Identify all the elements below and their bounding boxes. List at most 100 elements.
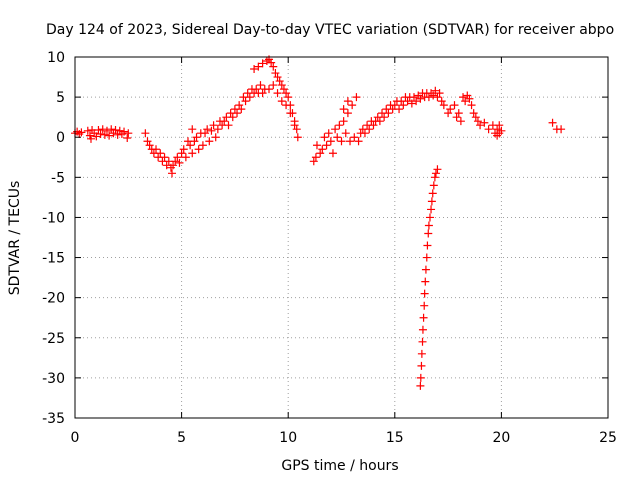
data-point [169,161,178,170]
data-point [480,118,489,127]
data-point [495,121,504,130]
data-point [326,137,335,146]
data-point [181,153,190,162]
data-point [309,157,318,166]
data-point [279,85,288,94]
data-point [390,101,399,110]
data-point [224,121,233,130]
data-point [331,125,340,134]
data-point [198,141,207,150]
y-tick-label: -35 [42,411,65,427]
data-point [450,101,459,110]
data-point [433,165,442,174]
data-point [105,131,114,140]
data-point [273,73,282,82]
data-point [418,325,427,334]
data-point [365,125,374,134]
plot-frame [74,56,609,419]
data-point [473,117,482,126]
data-point [273,89,282,98]
data-point [456,117,465,126]
data-point [113,130,122,139]
data-point [282,89,291,98]
data-point [254,62,263,71]
y-tick-label: -5 [51,170,65,186]
data-point [250,65,259,74]
data-point [346,137,355,146]
data-point [431,169,440,178]
data-point [339,117,348,126]
y-tick-label: -30 [42,371,65,387]
data-point [141,129,150,138]
data-point [188,125,197,134]
data-point [337,137,346,146]
data-point [86,134,95,143]
data-point [269,62,278,71]
data-point [444,109,453,118]
axis-ticks: 0 5 10 15 20 25 10 5 0 -5 -10 -15 -20 -25 -30 -35 [42,50,617,446]
data-point [318,145,327,154]
data-point [416,373,425,382]
data-point [177,149,186,158]
data-point [173,153,182,162]
data-point [369,121,378,130]
data-point [237,105,246,114]
data-point [425,213,434,222]
data-point [275,77,284,86]
data-point [333,133,342,142]
data-point [476,121,485,130]
data-point [335,121,344,130]
data-point [194,145,203,154]
data-point [424,221,433,230]
data-point [98,125,107,134]
data-point [120,127,129,136]
data-point [416,94,425,103]
data-point [252,85,261,94]
data-point [156,149,165,158]
data-point [284,93,293,102]
data-point [203,125,212,134]
x-tick-label: 15 [386,430,404,446]
data-point [188,149,197,158]
data-point [409,93,418,102]
x-tick-label: 0 [71,430,80,446]
data-point [350,133,359,142]
data-point [100,130,109,139]
data-point [179,145,188,154]
data-point [277,97,286,106]
data-point [175,158,184,167]
data-point [271,69,280,78]
data-point [471,113,480,122]
data-point [430,173,439,182]
data-point [256,81,265,90]
data-point [424,93,433,102]
data-point [213,125,222,134]
data-point [420,301,429,310]
data-point [328,149,337,158]
data-point [435,89,444,98]
data-point [111,126,120,135]
data-point [245,93,254,102]
data-point [495,129,504,138]
data-point [484,125,493,134]
data-point [557,125,566,134]
data-point [461,97,470,106]
x-tick-label: 20 [492,430,510,446]
data-point [168,169,177,178]
data-point [201,129,210,138]
data-point [292,125,301,134]
data-point [469,109,478,118]
data-point [207,126,216,135]
data-point [269,81,278,90]
data-point [412,97,421,106]
data-point [267,58,276,67]
data-point [322,141,331,150]
x-axis-label: GPS time / hours [281,458,398,474]
y-tick-label: -10 [42,210,65,226]
data-markers [71,55,566,390]
series-main-track [71,55,566,178]
data-point [399,101,408,110]
data-point [433,93,442,102]
data-point [437,97,446,106]
